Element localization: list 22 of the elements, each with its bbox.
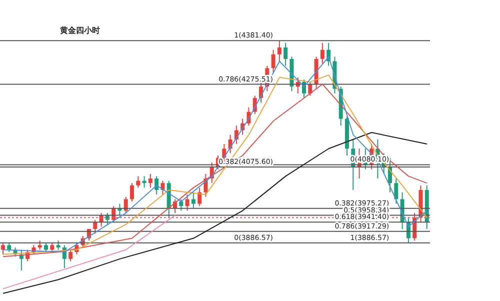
candlestick bbox=[7, 242, 12, 253]
candlestick bbox=[277, 40, 282, 62]
candlestick bbox=[50, 242, 54, 253]
candlestick bbox=[124, 196, 128, 214]
candlestick bbox=[198, 187, 202, 207]
candlestick bbox=[136, 176, 140, 188]
candlestick bbox=[1, 242, 5, 255]
candlestick bbox=[130, 182, 134, 202]
candlestick bbox=[179, 198, 184, 212]
candlestick bbox=[185, 194, 190, 212]
candlestick bbox=[191, 192, 196, 209]
candlestick bbox=[284, 42, 288, 66]
candlestick bbox=[44, 242, 48, 253]
candlestick bbox=[320, 42, 324, 64]
candlestick bbox=[56, 240, 60, 250]
candlestick bbox=[38, 240, 42, 250]
candlestick bbox=[68, 249, 73, 262]
candlestick bbox=[271, 49, 276, 74]
candlestick bbox=[394, 178, 398, 204]
candlestick bbox=[148, 173, 152, 188]
candlestick bbox=[93, 219, 98, 234]
chart-title: 黄金四小时 bbox=[59, 26, 100, 35]
